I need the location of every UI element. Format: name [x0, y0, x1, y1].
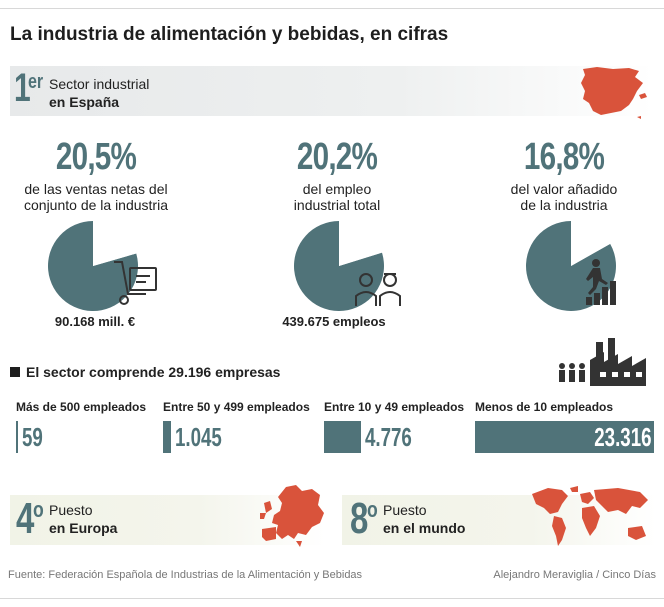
bottom-divider — [0, 598, 664, 599]
rank-europe-suffix: o — [33, 497, 44, 522]
credit-note: Alejandro Meraviglia / Cinco Días — [493, 569, 656, 581]
top-divider — [0, 8, 664, 9]
person-climbing-steps-icon — [586, 259, 616, 305]
bar-value-3: 4.776 — [365, 422, 412, 452]
rank-spain-suffix: er — [28, 71, 44, 93]
companies-heading-text: El sector comprende 29.196 empresas — [26, 364, 281, 380]
bar-50-to-499 — [163, 421, 171, 453]
rank-spain-number: 1 — [14, 66, 31, 110]
bullet-square-icon — [10, 367, 20, 377]
bar-value-4: 23.316 — [594, 422, 652, 452]
category-label-3: Entre 10 y 49 empleados — [324, 400, 465, 414]
pie-sales-rest-slice — [48, 221, 139, 311]
factory-workers-icon — [559, 338, 646, 386]
workers-icon — [355, 273, 401, 306]
source-note: Fuente: Federación Española de Industria… — [8, 569, 363, 581]
companies-heading: El sector comprende 29.196 empresas — [10, 364, 280, 380]
pie-chart-employment — [294, 221, 384, 311]
rank-europe-line1: Puesto — [49, 502, 93, 518]
stat-2-desc-line1: del empleo — [302, 181, 372, 197]
europe-map-icon — [260, 485, 324, 547]
page-title: La industria de alimentación y bebidas, … — [10, 24, 449, 45]
stat-1-footnote: 90.168 mill. € — [54, 314, 136, 329]
rank-world-line2: en el mundo — [383, 520, 466, 536]
stat-1-percentage: 20,5% — [55, 136, 137, 178]
stat-1-desc-line1: de las ventas netas del — [24, 181, 168, 197]
stat-3-desc-line1: del valor añadido — [510, 181, 618, 197]
bar-value-2: 1.045 — [175, 422, 222, 452]
hand-truck-box-icon — [114, 261, 157, 305]
rank-spain-line2: en España — [49, 94, 120, 110]
stat-2-percentage: 20,2% — [296, 136, 378, 178]
pie-value-added-sector-slice — [571, 221, 611, 266]
rank-europe-line2: en Europa — [49, 520, 118, 536]
bar-10-to-49 — [324, 421, 361, 453]
category-label-4: Menos de 10 empleados — [475, 400, 614, 414]
stat-1-desc-line2: conjunto de la industria — [24, 197, 168, 213]
bar-less-than-10 — [475, 421, 654, 453]
rank-world-line1: Puesto — [383, 502, 427, 518]
category-label-2: Entre 50 y 499 empleados — [163, 400, 310, 414]
stat-2-desc-line2: industrial total — [293, 197, 381, 213]
stat-3-desc-line2: de la industria — [520, 197, 608, 213]
category-label-1: Más de 500 empleados — [16, 400, 147, 414]
rank-world-number: 8 — [350, 494, 369, 543]
rank-spain-line1: Sector industrial — [49, 76, 150, 92]
spain-map-icon — [581, 67, 647, 119]
rank-europe-number: 4 — [16, 494, 35, 543]
bar-value-1: 59 — [22, 422, 43, 452]
rank-spain-band — [10, 66, 654, 116]
bar-more-than-500 — [16, 421, 18, 453]
rank-world-suffix: o — [367, 497, 378, 522]
pie-sales-sector-slice — [93, 221, 137, 266]
stat-2-footnote: 439.675 empleos — [282, 314, 386, 329]
pie-chart-sales — [48, 221, 139, 311]
world-map-icon — [532, 486, 648, 546]
pie-employment-sector-slice — [339, 221, 382, 266]
stat-3-percentage: 16,8% — [523, 136, 605, 178]
